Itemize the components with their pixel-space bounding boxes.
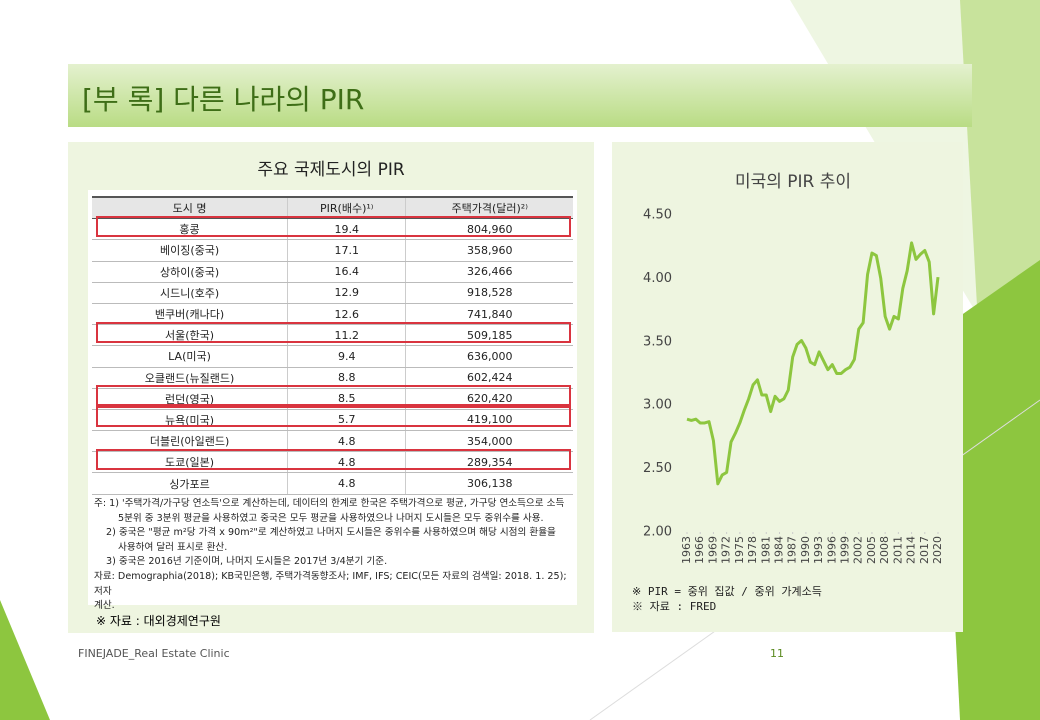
decor — [940, 260, 1040, 720]
table-cell: 602,424 — [405, 367, 573, 389]
x-tick-label: 1972 — [720, 536, 733, 564]
column-header: PIR(배수)¹⁾ — [287, 196, 406, 220]
x-tick-label: 1966 — [693, 536, 706, 564]
page-number: 11 — [770, 647, 784, 660]
note-line: 5분위 중 3분위 평균을 사용하였고 중국은 모두 평균을 사용하였으나 나머… — [118, 512, 544, 524]
x-tick-label: 1990 — [799, 536, 812, 564]
row-highlight — [96, 449, 571, 470]
table-cell: 9.4 — [287, 345, 406, 368]
note-line: 사용하여 달러 표시로 환산. — [118, 541, 228, 553]
chart-note: ※ PIR = 중위 집값 / 중위 가계소득 — [632, 585, 822, 598]
left-source: ※ 자료 : 대외경제연구원 — [96, 614, 221, 628]
table-cell: 306,138 — [405, 472, 573, 495]
decor — [0, 600, 50, 720]
x-tick-label: 2002 — [852, 536, 865, 564]
table-cell: 358,960 — [405, 239, 573, 262]
table-cell: 11.2 — [287, 324, 406, 347]
table-row: 홍콩 19.4 804,960 — [92, 218, 573, 241]
x-tick-label: 1975 — [733, 536, 746, 564]
table-row: 서울(한국) 11.2 509,185 — [92, 324, 573, 347]
x-tick-label: 1969 — [706, 536, 719, 564]
table-cell: 베이징(중국) — [92, 239, 288, 262]
y-tick-label: 4.00 — [643, 271, 672, 286]
x-tick-label: 2011 — [891, 536, 904, 564]
table-notes: 주: 1) '주택가격/가구당 연소득'으로 계산하는데, 데이터의 한계로 한… — [94, 497, 574, 614]
x-tick-label: 1981 — [759, 536, 772, 564]
column-header: 주택가격(달러)²⁾ — [405, 196, 573, 220]
table-cell: 354,000 — [405, 430, 573, 453]
footer-left: FINEJADE_Real Estate Clinic — [78, 647, 230, 660]
table-row: 시드니(호주) 12.9 918,528 — [92, 282, 573, 304]
table-cell: 918,528 — [405, 282, 573, 304]
x-tick-label: 2017 — [918, 536, 931, 564]
table-cell: 시드니(호주) — [92, 282, 288, 304]
table-cell: 804,960 — [405, 218, 573, 241]
table-row: 싱가포르 4.8 306,138 — [92, 472, 573, 495]
table-row: 오클랜드(뉴질랜드) 8.8 602,424 — [92, 367, 573, 389]
title-bar — [68, 64, 972, 127]
x-tick-label: 1963 — [680, 536, 693, 564]
x-tick-label: 1996 — [825, 536, 838, 564]
y-tick-label: 3.50 — [643, 334, 672, 349]
y-tick-label: 3.00 — [643, 398, 672, 413]
table-cell: 19.4 — [287, 218, 406, 241]
table-cell: 509,185 — [405, 324, 573, 347]
x-tick-label: 1978 — [746, 536, 759, 564]
table-cell: 상하이(중국) — [92, 261, 288, 283]
data-line — [686, 241, 940, 486]
x-tick-label: 1993 — [812, 536, 825, 564]
table-cell: 741,840 — [405, 303, 573, 326]
y-tick-label: 2.00 — [643, 525, 672, 540]
table-cell: 4.8 — [287, 430, 406, 453]
table-cell: 8.8 — [287, 367, 406, 389]
note-line: 주: 1) '주택가격/가구당 연소득'으로 계산하는데, 데이터의 한계로 한… — [94, 498, 565, 509]
x-tick-label: 2005 — [865, 536, 878, 564]
x-tick-label: 1984 — [772, 536, 785, 564]
table-cell: 16.4 — [287, 261, 406, 283]
y-tick-label: 4.50 — [643, 208, 672, 223]
table-cell: 오클랜드(뉴질랜드) — [92, 367, 288, 389]
note-line: 계산. — [94, 600, 115, 612]
header-row: 도시 명 PIR(배수)¹⁾ 주택가격(달러)²⁾ — [92, 196, 573, 220]
table-cell: 12.6 — [287, 303, 406, 326]
table-cell: 홍콩 — [92, 218, 288, 241]
table-row: 밴쿠버(캐나다) 12.6 741,840 — [92, 303, 573, 326]
note-line: 자료: Demographia(2018); KB국민은행, 주택가격동향조사;… — [94, 570, 567, 597]
table-cell: 12.9 — [287, 282, 406, 304]
row-highlight — [96, 216, 571, 237]
x-tick-label: 1987 — [786, 536, 799, 564]
table-row: 베이징(중국) 17.1 358,960 — [92, 239, 573, 262]
table-cell: 싱가포르 — [92, 472, 288, 495]
title: [부 록] 다른 나라의 PIR — [82, 83, 365, 116]
table-cell: 더블린(아일랜드) — [92, 430, 288, 453]
row-highlight — [96, 322, 571, 343]
x-tick-label: 1999 — [839, 536, 852, 564]
table-cell: 326,466 — [405, 261, 573, 283]
table-row: 상하이(중국) 16.4 326,466 — [92, 261, 573, 283]
chart-note: ※ 자료 : FRED — [632, 600, 716, 613]
table-cell: LA(미국) — [92, 345, 288, 368]
table-cell: 서울(한국) — [92, 324, 288, 347]
table-cell: 4.8 — [287, 472, 406, 495]
x-tick-label: 2014 — [905, 536, 918, 564]
table-row: LA(미국) 9.4 636,000 — [92, 345, 573, 368]
row-highlight — [96, 406, 571, 427]
left-title: 주요 국제도시의 PIR — [257, 160, 405, 180]
table-row: 더블린(아일랜드) 4.8 354,000 — [92, 430, 573, 453]
note-line: 2) 중국은 "평균 m²당 가격 x 90m²"로 계산하였고 나머지 도시들… — [106, 527, 556, 539]
row-highlight — [96, 385, 571, 406]
x-tick-label: 2008 — [878, 536, 891, 564]
table-cell: 17.1 — [287, 239, 406, 262]
chart-title: 미국의 PIR 추이 — [735, 172, 851, 192]
table-cell: 밴쿠버(캐나다) — [92, 303, 288, 326]
x-tick-label: 2020 — [931, 536, 944, 564]
note-line: 3) 중국은 2016년 기준이며, 나머지 도시들은 2017년 3/4분기 … — [106, 556, 388, 568]
table-cell: 636,000 — [405, 345, 573, 368]
column-header: 도시 명 — [92, 196, 288, 220]
y-tick-label: 2.50 — [643, 461, 672, 476]
